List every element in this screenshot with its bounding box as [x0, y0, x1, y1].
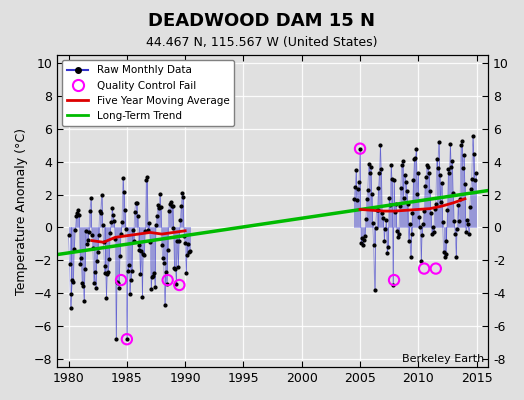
Text: 44.467 N, 115.567 W (United States): 44.467 N, 115.567 W (United States) — [146, 36, 378, 49]
Point — [432, 265, 440, 272]
Text: Berkeley Earth: Berkeley Earth — [402, 354, 484, 364]
Text: DEADWOOD DAM 15 N: DEADWOOD DAM 15 N — [148, 12, 376, 30]
Point — [420, 265, 428, 272]
Legend: Raw Monthly Data, Quality Control Fail, Five Year Moving Average, Long-Term Tren: Raw Monthly Data, Quality Control Fail, … — [62, 60, 234, 126]
Point — [117, 277, 125, 283]
Point — [175, 282, 183, 288]
Point — [123, 336, 131, 342]
Point — [390, 277, 398, 283]
Y-axis label: Temperature Anomaly (°C): Temperature Anomaly (°C) — [15, 128, 28, 294]
Point — [356, 146, 364, 152]
Point — [163, 277, 172, 283]
